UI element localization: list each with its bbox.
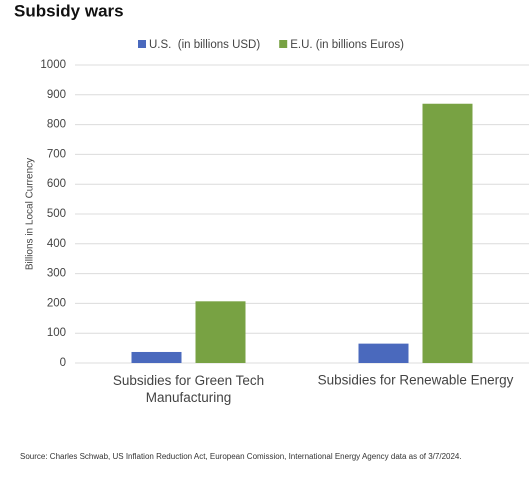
bar [358,343,409,363]
y-tick-label: 300 [47,268,66,280]
y-tick-label: 100 [47,327,66,339]
y-tick-label: 0 [60,357,66,369]
chart-title: Subsidy wars [14,1,124,20]
y-tick-label: 700 [47,148,66,160]
bar [131,351,182,363]
bar [422,103,473,364]
y-tick-label: 500 [47,208,66,220]
y-tick-label: 900 [47,89,66,101]
y-tick-label: 800 [47,119,66,131]
source-note: Source: Charles Schwab, US Inflation Red… [20,452,462,461]
x-tick-label: Subsidies for Green Tech Manufacturing [113,373,264,405]
legend-label: E.U. (in billions Euros) [290,39,404,51]
y-tick-label: 1000 [40,59,66,71]
y-tick-label: 600 [47,178,66,190]
bar [195,301,246,363]
x-tick-label: Subsidies for Renewable Energy [318,373,514,388]
legend-swatch [138,40,146,48]
y-tick-label: 200 [47,297,66,309]
legend-label: U.S. (in billions USD) [149,39,260,51]
legend-swatch [279,40,288,48]
y-tick-label: 400 [47,238,66,250]
y-axis-label: Billions in Local Currency [25,158,36,270]
